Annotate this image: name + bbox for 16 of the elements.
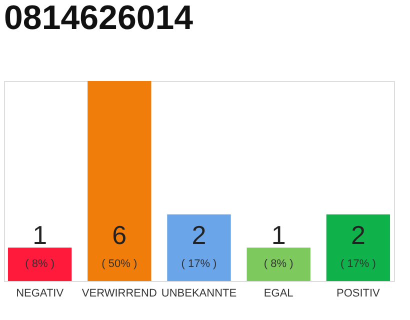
data-label: 2 bbox=[192, 220, 206, 250]
data-label: 6 bbox=[112, 220, 127, 250]
data-label: 2 bbox=[350, 220, 366, 250]
annotation: ( 8% ) bbox=[25, 258, 54, 270]
x-tick-label: POSITIV bbox=[336, 288, 381, 300]
chart-title: 0814626014 bbox=[4, 0, 194, 37]
annotation: ( 17% ) bbox=[181, 258, 217, 270]
x-tick-label: UNBEKANNTE bbox=[161, 288, 237, 300]
annotation: ( 8% ) bbox=[264, 258, 294, 270]
x-tick-label: NEGATIV bbox=[16, 288, 64, 300]
x-tick-label: EGAL bbox=[264, 288, 294, 300]
data-label: 1 bbox=[32, 220, 48, 250]
annotation: ( 50% ) bbox=[102, 258, 138, 270]
annotation: ( 17% ) bbox=[340, 258, 376, 270]
x-tick-label: VERWIRREND bbox=[82, 288, 157, 300]
data-label: 1 bbox=[271, 220, 286, 250]
